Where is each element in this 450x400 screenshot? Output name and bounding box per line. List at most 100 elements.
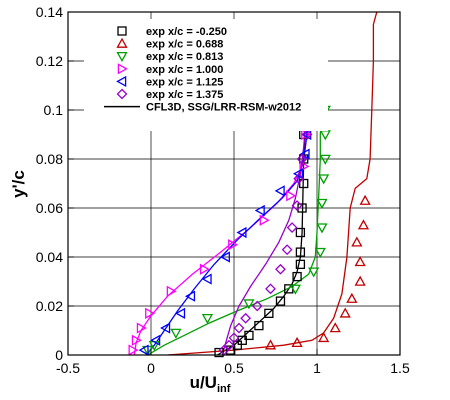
- legend-marker: [116, 88, 128, 100]
- legend-label: exp x/c = 1.375: [146, 89, 223, 101]
- cfd-curves: [133, 12, 378, 355]
- data-point-series-4: [150, 334, 161, 346]
- data-point-series-5: [296, 153, 308, 165]
- data-point-series-5: [228, 332, 240, 344]
- y-axis-title: y'/c: [9, 170, 28, 198]
- data-point-series-1: [264, 339, 277, 350]
- legend-marker: [116, 37, 128, 48]
- data-point-series-0: [264, 308, 274, 319]
- x-axis-label: u/U: [190, 373, 217, 392]
- legend-label: exp x/c = 0.813: [146, 51, 223, 63]
- y-tick-label: 0.06: [36, 200, 63, 216]
- data-point-series-4: [201, 273, 212, 285]
- data-point-series-4: [219, 251, 230, 263]
- data-point-series-5: [240, 312, 252, 324]
- data-point-series-5: [293, 173, 305, 185]
- data-point-series-3: [145, 307, 156, 319]
- data-point-series-1: [357, 219, 370, 230]
- legend-marker: [116, 75, 127, 88]
- data-point-series-0: [299, 178, 309, 189]
- data-point-series-3: [166, 285, 177, 297]
- data-point-series-3: [128, 344, 139, 356]
- legend-label: exp x/c = 1.000: [146, 64, 223, 76]
- data-point-series-0: [275, 296, 286, 306]
- data-point-series-2: [308, 267, 320, 278]
- data-point-series-5: [265, 283, 276, 295]
- data-point-series-3: [299, 160, 310, 172]
- data-point-series-2: [243, 299, 255, 310]
- data-point-series-1: [318, 332, 330, 343]
- data-markers: [128, 104, 371, 358]
- legend-label: CFL3D, SSG/LRR-RSM-w2012: [146, 102, 301, 114]
- data-point-series-4: [236, 226, 247, 239]
- x-tick-label: 1: [313, 360, 321, 376]
- data-point-series-0: [295, 247, 306, 257]
- data-point-series-0: [226, 345, 236, 355]
- data-point-series-0: [295, 259, 306, 270]
- data-point-series-0: [237, 335, 247, 345]
- data-point-series-5: [275, 263, 286, 275]
- x-tick-label: 1.5: [390, 360, 410, 376]
- x-axis-label-subscript: inf: [217, 383, 231, 395]
- data-point-series-2: [170, 328, 182, 339]
- data-point-series-5: [301, 129, 313, 140]
- data-point-series-1: [354, 275, 366, 286]
- data-point-series-3: [136, 322, 147, 334]
- data-point-series-1: [291, 336, 303, 348]
- data-point-series-2: [319, 154, 331, 165]
- data-point-series-2: [289, 284, 302, 295]
- y-tick-label: 0.14: [36, 4, 63, 20]
- data-point-series-4: [175, 307, 186, 319]
- legend-marker: [117, 63, 128, 75]
- data-point-series-5: [286, 222, 298, 234]
- data-point-series-2: [314, 247, 326, 258]
- x-tick-label: 0: [147, 360, 155, 376]
- data-point-series-1: [329, 322, 341, 333]
- data-point-series-4: [292, 168, 303, 180]
- data-point-series-0: [292, 271, 302, 282]
- cfd-curve-5: [221, 109, 308, 355]
- data-point-series-2: [316, 198, 328, 209]
- data-point-series-5: [291, 200, 303, 211]
- data-point-series-0: [254, 320, 264, 331]
- axis-ticks: -0.5 0 0.5 1 1.500.020.040.060.080.10.120.14: [36, 4, 410, 376]
- data-point-series-2: [318, 174, 330, 185]
- y-tick-label: 0.02: [36, 298, 63, 314]
- data-point-series-1: [339, 307, 351, 318]
- legend-marker: [117, 26, 127, 36]
- data-point-series-5: [223, 339, 235, 351]
- y-tick-label: 0.08: [36, 151, 63, 167]
- y-tick-label: 0: [55, 347, 63, 363]
- data-point-series-5: [281, 244, 293, 256]
- data-point-series-1: [354, 256, 366, 267]
- legend-label: exp x/c = -0.250: [146, 26, 227, 38]
- data-point-series-3: [228, 239, 239, 251]
- data-point-series-1: [351, 236, 363, 247]
- data-point-series-4: [138, 344, 149, 356]
- legend-marker: [116, 51, 128, 63]
- data-point-series-1: [346, 292, 358, 303]
- data-point-series-3: [286, 190, 297, 202]
- legend-label: exp x/c = 1.125: [146, 76, 223, 88]
- data-point-series-3: [259, 214, 270, 226]
- data-point-series-5: [251, 300, 263, 312]
- data-point-series-2: [201, 313, 214, 325]
- data-point-series-2: [316, 223, 328, 234]
- data-point-series-3: [199, 263, 210, 275]
- y-tick-label: 0.04: [36, 249, 63, 265]
- y-tick-label: 0.12: [36, 53, 63, 69]
- data-point-series-4: [254, 204, 265, 217]
- data-point-series-1: [359, 194, 371, 205]
- cfd-curve-4: [145, 109, 310, 355]
- data-point-series-0: [297, 203, 307, 213]
- data-point-series-3: [131, 334, 142, 346]
- data-point-series-4: [160, 322, 171, 334]
- cfd-curve-1: [167, 12, 378, 355]
- data-point-series-0: [295, 227, 306, 238]
- data-point-series-4: [299, 148, 310, 160]
- data-point-series-4: [185, 290, 196, 302]
- data-point-series-5: [233, 322, 245, 334]
- x-tick-label: 0.5: [224, 360, 244, 376]
